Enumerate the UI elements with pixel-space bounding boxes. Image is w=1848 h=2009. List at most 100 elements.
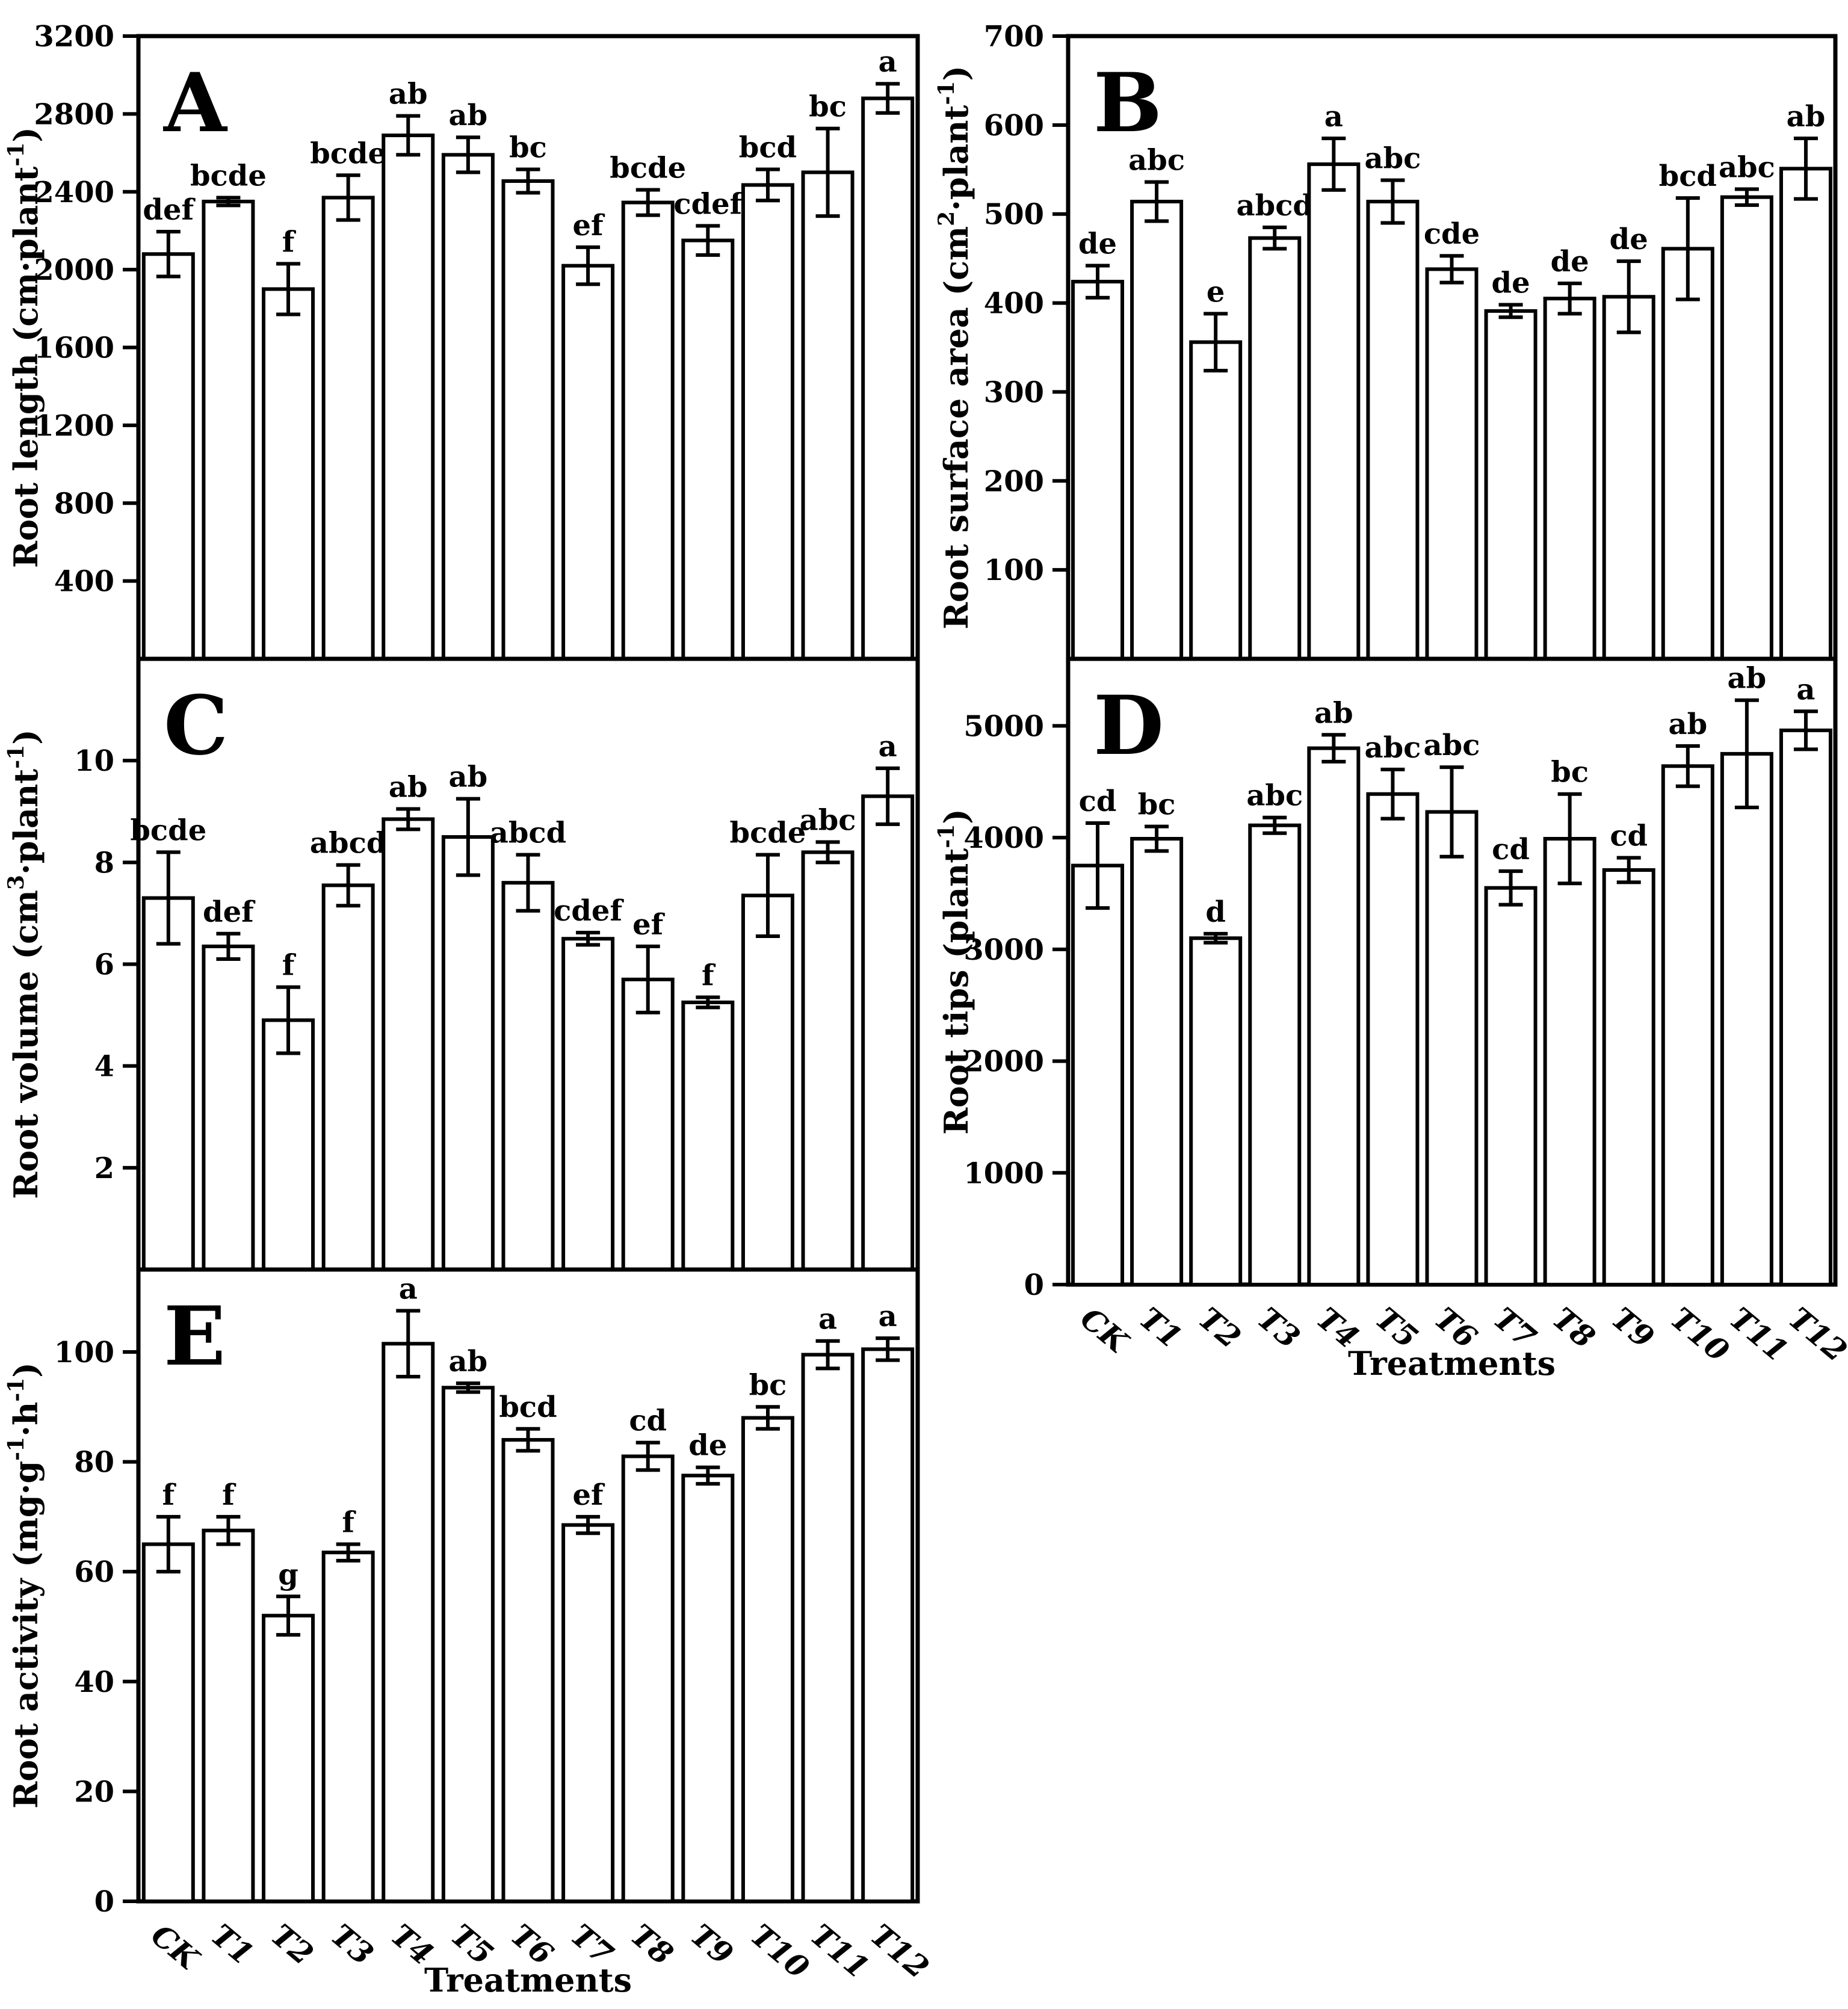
sig-letter-T12: a xyxy=(879,1300,897,1333)
bar-T6 xyxy=(501,881,555,1271)
bar-T2 xyxy=(262,287,315,661)
error-bar-T9 xyxy=(696,224,720,257)
sig-letter-T11: ab xyxy=(1728,662,1767,696)
bar-T5 xyxy=(1366,792,1420,1286)
error-bar-T3 xyxy=(1262,815,1287,835)
error-bar-T4 xyxy=(396,114,421,157)
panel-B: 100200300400500600700deabceabcdaabccdede… xyxy=(934,20,1838,661)
bar-T6 xyxy=(1425,810,1479,1286)
x-tick-label-CK: CK xyxy=(1074,1300,1136,1360)
y-tick-label: 800 xyxy=(54,487,114,520)
sig-letter-T5: ab xyxy=(449,99,488,132)
bar-T5 xyxy=(441,835,495,1271)
sig-letter-T4: a xyxy=(1324,100,1343,134)
error-bar-T6 xyxy=(516,1427,540,1453)
error-bar-T2 xyxy=(276,262,301,316)
bar-T1 xyxy=(1130,200,1184,661)
bar-T7 xyxy=(561,1523,615,1903)
y-tick-label: 40 xyxy=(74,1665,114,1699)
sig-letter-T9: cd xyxy=(1610,819,1648,853)
sig-letter-T3: abcd xyxy=(1237,189,1313,223)
sig-letter-T1: def xyxy=(203,895,256,929)
bar-T6 xyxy=(1425,267,1479,661)
sig-letter-CK: cd xyxy=(1079,785,1117,818)
sig-letter-T5: abc xyxy=(1364,142,1421,176)
y-tick-label: 500 xyxy=(984,198,1044,232)
sig-letter-T3: abcd xyxy=(310,827,386,860)
error-bar-T7 xyxy=(576,1514,601,1535)
bar-T9 xyxy=(681,238,735,661)
error-bar-T4 xyxy=(396,1309,421,1379)
y-tick-label: 2800 xyxy=(34,97,114,131)
error-bar-CK xyxy=(1086,821,1110,910)
bar-T9 xyxy=(681,1474,735,1904)
sig-letter-CK: de xyxy=(1078,227,1117,261)
sig-letter-T7: de xyxy=(1492,267,1530,300)
error-bar-CK xyxy=(1086,264,1110,300)
bar-T1 xyxy=(202,1528,255,1903)
sig-letter-T2: g xyxy=(278,1558,298,1591)
sig-letter-T3: f xyxy=(342,1506,356,1540)
y-tick-label: 1600 xyxy=(34,332,114,365)
x-tick-label-T9: T9 xyxy=(1605,1300,1661,1355)
x-tick-label-T12: T12 xyxy=(864,1917,936,1986)
sig-letter-T9: cdef xyxy=(673,187,744,221)
bar-T12 xyxy=(1779,167,1832,661)
x-axis-title-E: Treatments xyxy=(424,1961,632,1999)
sig-letter-CK: f xyxy=(162,1478,176,1512)
sig-letter-T10: ab xyxy=(1668,708,1707,741)
sig-letter-T3: abc xyxy=(1246,779,1303,813)
y-tick-label: 0 xyxy=(1024,1268,1044,1302)
y-axis-title-E: Root activity (mg·g-1·h-1) xyxy=(4,1362,45,1809)
sig-letter-T1: abc xyxy=(1128,143,1185,177)
bar-T10 xyxy=(741,183,794,661)
error-bar-T7 xyxy=(1498,869,1523,907)
bar-T10 xyxy=(1661,764,1714,1287)
bar-T5 xyxy=(441,153,495,661)
error-bar-T10 xyxy=(755,853,780,938)
y-tick-label: 20 xyxy=(74,1775,114,1809)
sig-letter-T8: ef xyxy=(632,908,666,942)
bar-T2 xyxy=(262,1018,315,1271)
bar-CK xyxy=(1071,863,1125,1286)
error-bar-T8 xyxy=(1557,792,1582,886)
error-bar-T5 xyxy=(1380,178,1405,225)
error-bar-T11 xyxy=(815,126,840,218)
x-tick-label-T1: T1 xyxy=(205,1917,261,1972)
bar-T10 xyxy=(1661,247,1714,661)
error-bar-T1 xyxy=(216,931,241,961)
sig-letter-T9: de xyxy=(1610,223,1648,256)
error-bar-T4 xyxy=(1321,137,1346,192)
error-bar-T8 xyxy=(635,944,660,1014)
x-tick-label-T11: T11 xyxy=(1723,1300,1795,1369)
error-bar-T7 xyxy=(1498,303,1523,319)
error-bar-T3 xyxy=(336,173,360,222)
error-bar-T1 xyxy=(1145,824,1169,853)
error-bar-T9 xyxy=(1616,259,1641,335)
bar-T4 xyxy=(382,133,435,661)
y-tick-label: 1000 xyxy=(963,1156,1044,1190)
error-bar-T9 xyxy=(1616,856,1641,884)
y-tick-label: 100 xyxy=(54,1336,114,1369)
bar-T3 xyxy=(321,883,375,1272)
bar-T11 xyxy=(801,170,854,661)
y-axis-title-A: Root length (cm·plant-1) xyxy=(4,127,45,568)
y-tick-label: 2 xyxy=(94,1152,114,1185)
sig-letter-T7: cd xyxy=(1492,833,1530,866)
x-tick-label-T3: T3 xyxy=(324,1917,380,1972)
bar-T8 xyxy=(621,200,675,661)
error-bar-T3 xyxy=(336,1542,360,1563)
error-bar-T6 xyxy=(516,167,540,195)
sig-letter-CK: def xyxy=(143,193,196,227)
sig-letter-T4: ab xyxy=(1314,696,1353,730)
sig-letter-T3: bcde xyxy=(310,137,386,170)
bar-T6 xyxy=(501,179,555,661)
x-tick-label-T10: T10 xyxy=(744,1917,816,1986)
error-bar-T10 xyxy=(1675,196,1700,301)
error-bar-T4 xyxy=(1321,733,1346,764)
error-bar-T12 xyxy=(1793,709,1818,751)
panel-letter-E: E xyxy=(164,1288,226,1384)
y-axis-title-C: Root volume (cm3·plant-1) xyxy=(4,729,45,1199)
x-axis-title-D: Treatments xyxy=(1348,1344,1556,1383)
x-tick-label-T12: T12 xyxy=(1782,1300,1848,1369)
